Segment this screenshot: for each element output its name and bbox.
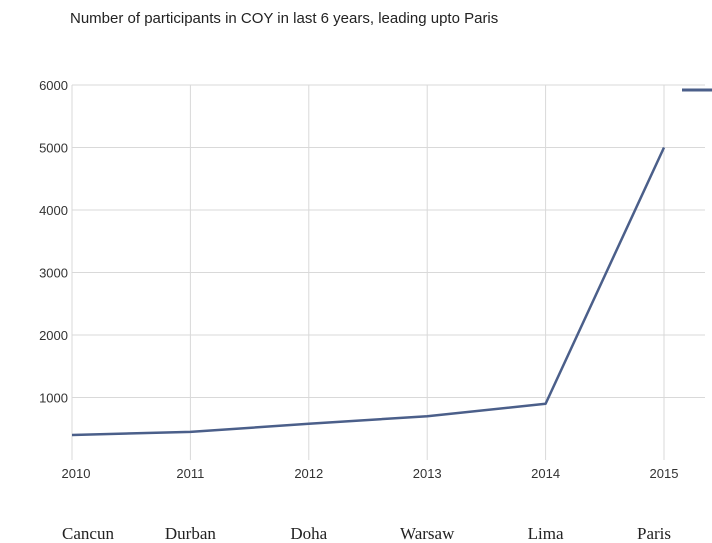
series-line [71, 146, 666, 437]
y-tick-label: 5000 [39, 141, 68, 156]
y-tick-label: 4000 [39, 203, 68, 218]
category-label: Doha [290, 524, 327, 543]
category-label: Paris [637, 524, 671, 543]
category-label: Warsaw [400, 524, 455, 543]
y-tick-label: 6000 [39, 78, 68, 93]
horizontal-grid [72, 84, 705, 398]
category-label: Cancun [62, 524, 114, 543]
x-tick-label: 2014 [531, 466, 560, 481]
x-axis-ticks: 2010 2011 2012 2013 2014 2015 [62, 466, 679, 481]
y-tick-label: 3000 [39, 266, 68, 281]
category-label: Lima [528, 524, 564, 543]
y-axis-ticks: 1000 2000 3000 4000 5000 6000 [39, 78, 68, 406]
y-tick-label: 1000 [39, 391, 68, 406]
category-label: Durban [165, 524, 216, 543]
x-tick-label: 2010 [62, 466, 91, 481]
y-tick-label: 2000 [39, 328, 68, 343]
x-tick-label: 2013 [413, 466, 442, 481]
x-tick-label: 2011 [176, 466, 204, 481]
series-lines [71, 146, 666, 437]
chart-title: Number of participants in COY in last 6 … [70, 10, 499, 27]
x-tick-label: 2012 [294, 466, 323, 481]
city-labels: Cancun Durban Doha Warsaw Lima Paris [62, 524, 671, 543]
x-tick-label: 2015 [650, 466, 679, 481]
